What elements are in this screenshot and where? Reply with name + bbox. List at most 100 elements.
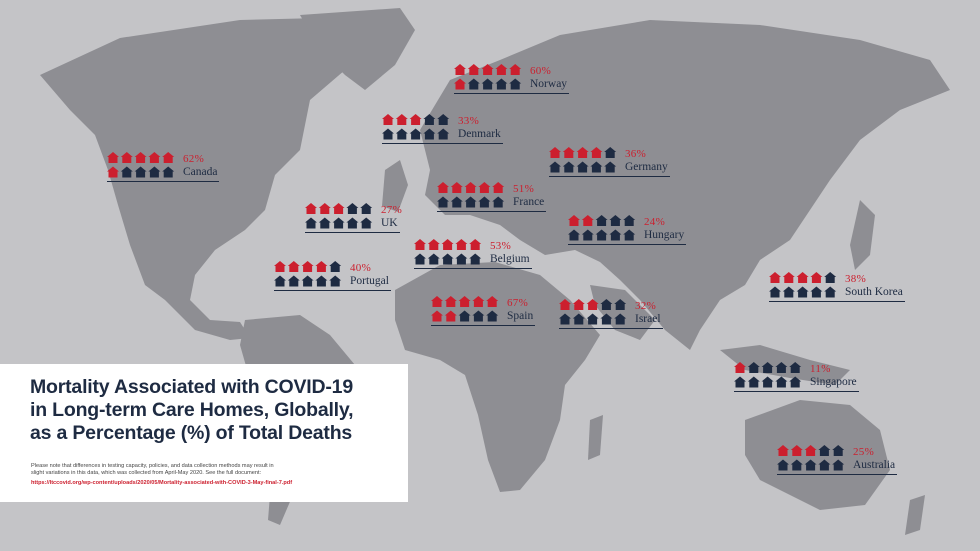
country-norway: 60% Norway bbox=[454, 63, 604, 109]
house-icon bbox=[586, 313, 599, 325]
percentage-label: 33% bbox=[458, 115, 480, 127]
underline bbox=[734, 391, 859, 392]
house-icon bbox=[600, 299, 613, 310]
house-icon bbox=[318, 217, 331, 229]
disclaimer-note: Please note that differences in testing … bbox=[31, 463, 274, 476]
house-icon bbox=[782, 286, 795, 298]
house-icon bbox=[360, 217, 373, 229]
house-icon bbox=[747, 376, 760, 388]
house-icon bbox=[562, 161, 575, 173]
house-icon-highlighted bbox=[581, 215, 594, 226]
underline bbox=[431, 325, 536, 326]
house-icon bbox=[162, 166, 175, 178]
underline bbox=[769, 301, 905, 302]
house-icons bbox=[568, 215, 636, 241]
country-spain: 67% Spain bbox=[431, 295, 581, 341]
percentage-label: 32% bbox=[635, 300, 657, 312]
house-icon bbox=[824, 272, 837, 283]
country-label: Portugal bbox=[350, 275, 389, 287]
house-icon bbox=[824, 286, 837, 298]
house-icon-highlighted bbox=[107, 166, 119, 178]
underline bbox=[437, 211, 547, 212]
japan-shape bbox=[850, 200, 875, 270]
house-icon bbox=[623, 229, 636, 241]
house-icon-highlighted bbox=[458, 296, 471, 307]
house-icons bbox=[274, 261, 342, 287]
house-icon bbox=[604, 161, 617, 173]
house-icons bbox=[437, 182, 505, 208]
percentage-label: 38% bbox=[845, 273, 867, 285]
house-icon bbox=[287, 275, 300, 287]
house-icon-highlighted bbox=[450, 182, 463, 193]
house-icon bbox=[789, 376, 802, 388]
house-icon-highlighted bbox=[734, 362, 746, 373]
source-link[interactable]: https://ltccovid.org/wp-content/uploads/… bbox=[31, 480, 293, 486]
underline bbox=[568, 244, 687, 245]
north-america-shape bbox=[40, 18, 370, 340]
house-icon bbox=[329, 261, 342, 272]
house-icon-highlighted bbox=[431, 296, 443, 307]
house-icon-highlighted bbox=[382, 114, 394, 125]
uk-shape bbox=[382, 160, 408, 212]
house-icon-highlighted bbox=[301, 261, 314, 272]
house-icon bbox=[595, 229, 608, 241]
house-icon-highlighted bbox=[478, 182, 491, 193]
country-israel: 32% Israel bbox=[559, 298, 709, 344]
country-canada: 62% Canada bbox=[107, 151, 257, 197]
underline bbox=[274, 290, 391, 291]
africa-shape bbox=[395, 262, 600, 492]
country-south-korea: 38% South Korea bbox=[769, 271, 919, 317]
percentage-label: 24% bbox=[644, 216, 666, 228]
house-icon-highlighted bbox=[562, 147, 575, 158]
house-icon-highlighted bbox=[107, 152, 119, 163]
house-icon-highlighted bbox=[559, 299, 571, 310]
greenland-shape bbox=[300, 8, 415, 90]
info-panel: Mortality Associated with COVID-19 in Lo… bbox=[0, 364, 408, 502]
underline bbox=[305, 232, 400, 233]
house-icons bbox=[107, 152, 175, 178]
percentage-label: 27% bbox=[381, 204, 403, 216]
house-icons bbox=[777, 445, 845, 471]
house-icon bbox=[469, 253, 482, 265]
house-icon bbox=[581, 229, 594, 241]
house-icon-highlighted bbox=[427, 239, 440, 250]
house-icon-highlighted bbox=[467, 64, 480, 75]
house-icon-highlighted bbox=[586, 299, 599, 310]
house-icon bbox=[609, 215, 622, 226]
house-icon-highlighted bbox=[804, 445, 817, 456]
country-belgium: 53% Belgium bbox=[414, 238, 564, 284]
house-icon bbox=[437, 196, 449, 208]
country-label: Germany bbox=[625, 161, 668, 173]
house-icon-highlighted bbox=[590, 147, 603, 158]
house-icon bbox=[360, 203, 373, 214]
house-icon-highlighted bbox=[134, 152, 147, 163]
house-icon bbox=[495, 78, 508, 90]
underline bbox=[107, 181, 220, 182]
percentage-label: 51% bbox=[513, 183, 535, 195]
australia-shape bbox=[745, 400, 890, 510]
house-icon bbox=[818, 459, 831, 471]
house-icon bbox=[437, 114, 450, 125]
house-icon bbox=[747, 362, 760, 373]
country-singapore: 11% Singapore bbox=[734, 361, 884, 407]
house-icon bbox=[590, 161, 603, 173]
percentage-label: 36% bbox=[625, 148, 647, 160]
house-icon bbox=[761, 376, 774, 388]
house-icon bbox=[549, 161, 561, 173]
country-label: Hungary bbox=[644, 229, 685, 241]
house-icon-highlighted bbox=[444, 296, 457, 307]
house-icon-highlighted bbox=[782, 272, 795, 283]
house-icon bbox=[572, 313, 585, 325]
percentage-label: 11% bbox=[810, 363, 831, 375]
house-icon bbox=[409, 128, 422, 140]
house-icon bbox=[600, 313, 613, 325]
house-icon bbox=[472, 310, 485, 322]
new-zealand-shape bbox=[905, 495, 925, 535]
house-icon-highlighted bbox=[568, 215, 580, 226]
house-icon-highlighted bbox=[120, 152, 133, 163]
house-icon-highlighted bbox=[455, 239, 468, 250]
country-label: Australia bbox=[853, 459, 896, 471]
country-label: Israel bbox=[635, 313, 661, 325]
underline bbox=[549, 176, 670, 177]
house-icon-highlighted bbox=[481, 64, 494, 75]
